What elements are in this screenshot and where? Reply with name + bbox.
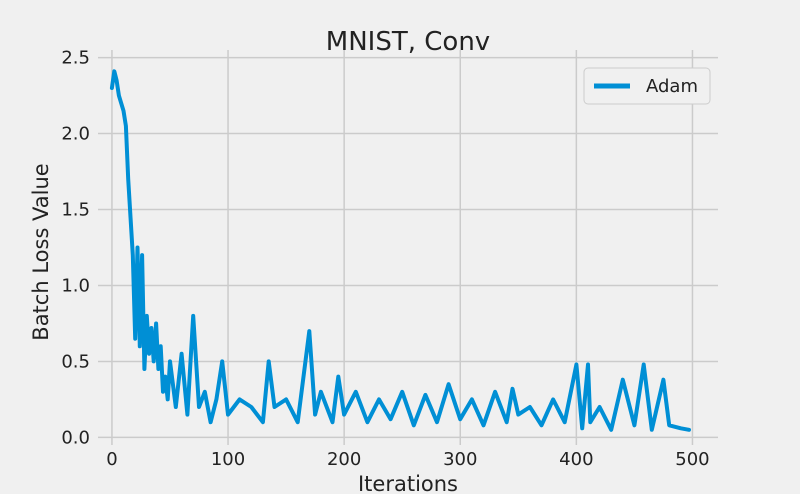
x-tick-label: 400 bbox=[559, 449, 593, 470]
x-tick-label: 300 bbox=[443, 449, 477, 470]
x-tick-label: 100 bbox=[211, 449, 245, 470]
plot-area bbox=[98, 50, 718, 445]
x-axis-label: Iterations bbox=[358, 472, 458, 494]
y-tick-label: 2.0 bbox=[61, 124, 90, 145]
x-tick-label: 200 bbox=[327, 449, 361, 470]
y-tick-label: 1.0 bbox=[61, 275, 90, 296]
x-tick-label: 500 bbox=[675, 449, 709, 470]
y-tick-label: 0.5 bbox=[61, 351, 90, 372]
grid bbox=[98, 50, 718, 445]
x-tick-label: 0 bbox=[106, 449, 117, 470]
y-tick-label: 0.0 bbox=[61, 427, 90, 448]
y-tick-labels: 0.0 0.5 1.0 1.5 2.0 2.5 bbox=[61, 48, 90, 449]
series-line-adam bbox=[109, 69, 691, 432]
legend-box bbox=[583, 67, 711, 105]
series-lines bbox=[109, 69, 691, 432]
legend: Adam bbox=[583, 67, 711, 105]
x-tick-labels: 0 100 200 300 400 500 bbox=[106, 449, 709, 470]
chart-title: MNIST, Conv bbox=[326, 27, 490, 57]
y-axis-label: Batch Loss Value bbox=[29, 163, 53, 340]
legend-label-adam: Adam bbox=[646, 76, 698, 97]
y-tick-label: 1.5 bbox=[61, 200, 90, 221]
y-tick-label: 2.5 bbox=[61, 48, 90, 69]
